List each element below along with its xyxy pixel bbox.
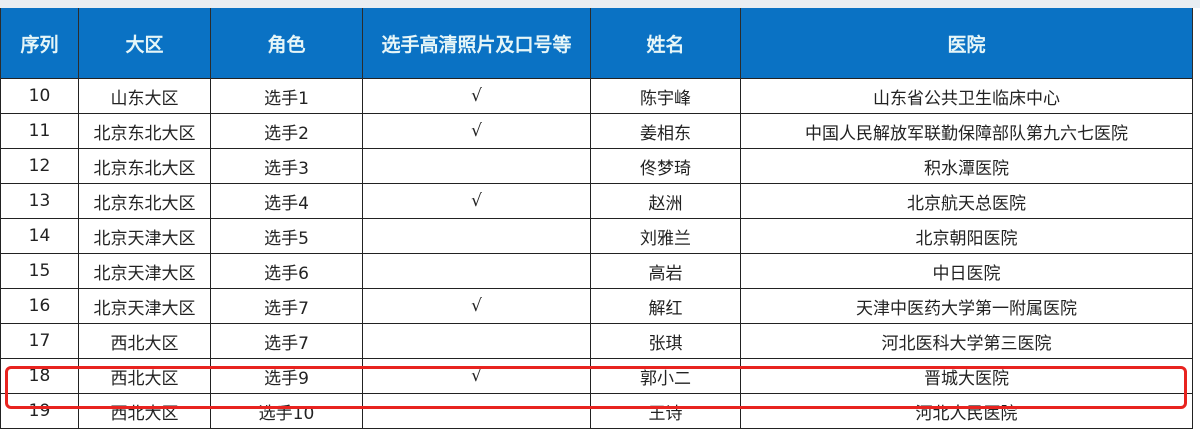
- data-table: 序列 大区 角色 选手高清照片及口号等 姓名 医院 10 山东大区 选手1 √ 陈宇峰山…: [0, 8, 1193, 429]
- cell-region[interactable]: 山东大区: [78, 78, 211, 114]
- cell-hospital[interactable]: 天津中医药大学第一附属医院: [740, 288, 1193, 324]
- cell-hospital[interactable]: 中日医院: [740, 253, 1193, 289]
- cell-hospital[interactable]: 河北医科大学第三医院: [740, 323, 1193, 359]
- header-role[interactable]: 角色: [210, 8, 363, 79]
- table-row: 12 北京东北大区 选手3 佟梦琦 积水潭医院: [0, 148, 1193, 184]
- cell-name[interactable]: 郭小二: [590, 358, 741, 394]
- cell-index[interactable]: 17: [0, 323, 79, 359]
- cell-index[interactable]: 16: [0, 288, 79, 324]
- cell-index[interactable]: 13: [0, 183, 79, 219]
- header-name[interactable]: 姓名: [590, 8, 741, 79]
- cell-name[interactable]: 解红: [590, 288, 741, 324]
- cell-role[interactable]: 选手1: [210, 78, 363, 114]
- cell-name[interactable]: 张琪: [590, 323, 741, 359]
- cell-index[interactable]: 15: [0, 253, 79, 289]
- cell-name[interactable]: 高岩: [590, 253, 741, 289]
- cell-index[interactable]: 10: [0, 78, 79, 114]
- header-row: 序列 大区 角色 选手高清照片及口号等 姓名 医院: [0, 8, 1193, 79]
- cell-name[interactable]: 佟梦琦: [590, 148, 741, 184]
- cell-role[interactable]: 选手6: [210, 253, 363, 289]
- cell-photo[interactable]: [362, 148, 591, 184]
- top-strip: [0, 0, 1200, 8]
- cell-role[interactable]: 选手4: [210, 183, 363, 219]
- table-row: 13 北京东北大区 选手4 √ 赵洲 北京航天总医院: [0, 183, 1193, 219]
- cell-index[interactable]: 18: [0, 358, 79, 394]
- cell-region[interactable]: 北京天津大区: [78, 288, 211, 324]
- cell-photo[interactable]: √: [362, 183, 591, 219]
- cell-photo[interactable]: √: [362, 78, 591, 114]
- cell-region[interactable]: 北京天津大区: [78, 218, 211, 254]
- header-hospital[interactable]: 医院: [740, 8, 1193, 79]
- cell-hospital[interactable]: 北京朝阳医院: [740, 218, 1193, 254]
- cell-index[interactable]: 14: [0, 218, 79, 254]
- cell-photo[interactable]: [362, 393, 591, 429]
- cell-photo[interactable]: √: [362, 288, 591, 324]
- cell-role[interactable]: 选手2: [210, 113, 363, 149]
- cell-region[interactable]: 北京东北大区: [78, 183, 211, 219]
- cell-region[interactable]: 北京东北大区: [78, 148, 211, 184]
- cell-role[interactable]: 选手5: [210, 218, 363, 254]
- table-row: 15 北京天津大区 选手6 高岩 中日医院: [0, 253, 1193, 289]
- cell-name[interactable]: 姜相东: [590, 113, 741, 149]
- cell-role[interactable]: 选手7: [210, 323, 363, 359]
- cell-photo[interactable]: √: [362, 113, 591, 149]
- cell-photo[interactable]: [362, 323, 591, 359]
- cell-hospital[interactable]: 北京航天总医院: [740, 183, 1193, 219]
- cell-region[interactable]: 西北大区: [78, 358, 211, 394]
- table-row: 14 北京天津大区 选手5 刘雅兰 北京朝阳医院: [0, 218, 1193, 254]
- cell-hospital[interactable]: 中国人民解放军联勤保障部队第九六七医院: [740, 113, 1193, 149]
- table-row: 10 山东大区 选手1 √ 陈宇峰 山东省公共卫生临床中心: [0, 78, 1193, 114]
- cell-name[interactable]: 陈宇峰: [590, 78, 741, 114]
- header-index[interactable]: 序列: [0, 8, 79, 79]
- cell-region[interactable]: 北京东北大区: [78, 113, 211, 149]
- cell-hospital[interactable]: 积水潭医院: [740, 148, 1193, 184]
- cell-region[interactable]: 北京天津大区: [78, 253, 211, 289]
- table-row: 16 北京天津大区 选手7 √ 解红 天津中医药大学第一附属医院: [0, 288, 1193, 324]
- table-row: 11 北京东北大区 选手2 √ 姜相东 中国人民解放军联勤保障部队第九六七医院: [0, 113, 1193, 149]
- header-region[interactable]: 大区: [78, 8, 211, 79]
- header-photo[interactable]: 选手高清照片及口号等: [362, 8, 591, 79]
- cell-hospital[interactable]: 山东省公共卫生临床中心: [740, 78, 1193, 114]
- cell-role[interactable]: 选手7: [210, 288, 363, 324]
- table-row: 18 西北大区 选手9 √ 郭小二 晋城大医院: [0, 358, 1193, 394]
- cell-name[interactable]: 刘雅兰: [590, 218, 741, 254]
- highlight-box: [5, 366, 1187, 409]
- cell-index[interactable]: 12: [0, 148, 79, 184]
- cell-name[interactable]: 赵洲: [590, 183, 741, 219]
- cell-index[interactable]: 11: [0, 113, 79, 149]
- cell-region[interactable]: 西北大区: [78, 323, 211, 359]
- cell-role[interactable]: 选手3: [210, 148, 363, 184]
- cell-hospital[interactable]: 河北人民医院: [740, 393, 1193, 429]
- cell-photo[interactable]: [362, 218, 591, 254]
- table-row: 17 西北大区 选手7 张琪 河北医科大学第三医院: [0, 323, 1193, 359]
- cell-photo[interactable]: [362, 253, 591, 289]
